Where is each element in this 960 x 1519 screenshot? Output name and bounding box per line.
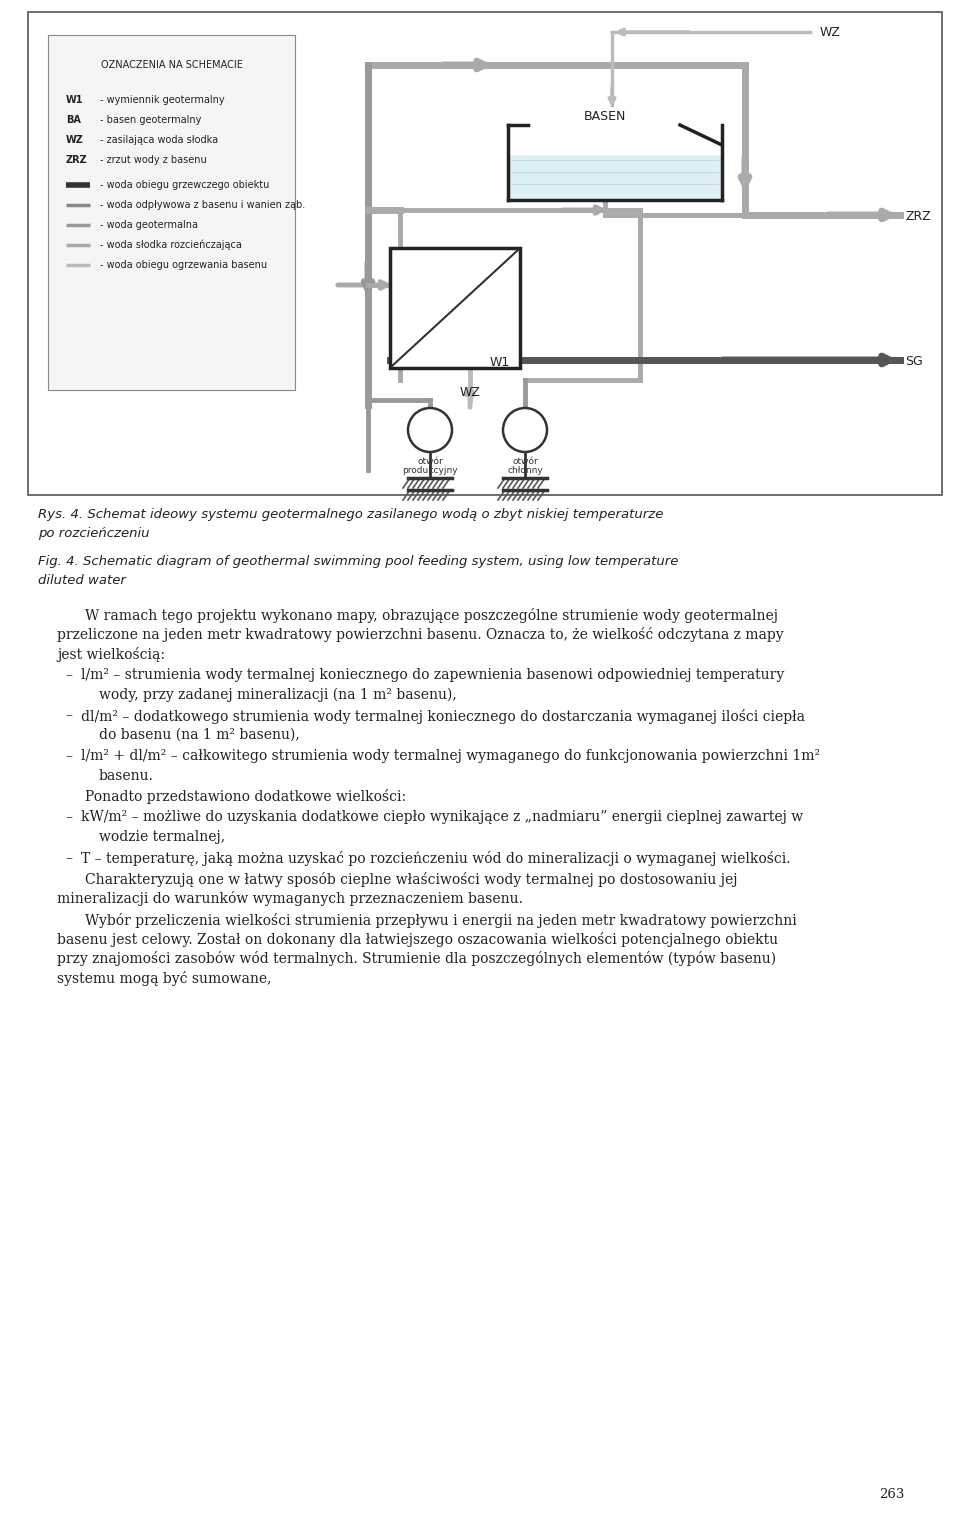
Text: W1: W1 xyxy=(490,355,510,369)
Text: OZNACZENIA NA SCHEMACIE: OZNACZENIA NA SCHEMACIE xyxy=(101,59,243,70)
Text: - zasilająca woda słodka: - zasilająca woda słodka xyxy=(100,135,218,144)
Text: otwór: otwór xyxy=(512,457,538,466)
Text: l/m² – strumienia wody termalnej koniecznego do zapewnienia basenowi odpowiednie: l/m² – strumienia wody termalnej koniecz… xyxy=(81,668,784,682)
Text: dl/m² – dodatkowego strumienia wody termalnej koniecznego do dostarczania wymaga: dl/m² – dodatkowego strumienia wody term… xyxy=(81,708,805,723)
Text: produkcyjny: produkcyjny xyxy=(402,466,458,475)
Text: wodzie termalnej,: wodzie termalnej, xyxy=(99,829,226,845)
Text: po rozcieńczeniu: po rozcieńczeniu xyxy=(38,527,150,539)
Text: –: – xyxy=(65,708,72,723)
Text: wody, przy zadanej mineralizacji (na 1 m² basenu),: wody, przy zadanej mineralizacji (na 1 m… xyxy=(99,688,457,702)
Text: ZRZ: ZRZ xyxy=(905,210,931,223)
Text: 263: 263 xyxy=(879,1489,905,1501)
Bar xyxy=(28,12,942,495)
Text: WZ: WZ xyxy=(460,386,480,399)
Text: chłonny: chłonny xyxy=(507,466,542,475)
Text: Ponadto przedstawiono dodatkowe wielkości:: Ponadto przedstawiono dodatkowe wielkośc… xyxy=(85,790,406,805)
Text: przy znajomości zasobów wód termalnych. Strumienie dla poszczególnych elementów : przy znajomości zasobów wód termalnych. … xyxy=(57,951,776,966)
Text: WZ: WZ xyxy=(66,135,84,144)
Text: –: – xyxy=(65,811,72,825)
Text: - woda obiegu grzewczego obiektu: - woda obiegu grzewczego obiektu xyxy=(100,179,270,190)
Text: otwór: otwór xyxy=(418,457,443,466)
Text: BA: BA xyxy=(66,115,81,125)
Text: W1: W1 xyxy=(66,96,84,105)
Text: systemu mogą być sumowane,: systemu mogą być sumowane, xyxy=(57,971,272,986)
Text: –: – xyxy=(65,749,72,763)
Text: Charakteryzują one w łatwy sposób cieplne właściwości wody termalnej po dostosow: Charakteryzują one w łatwy sposób ciepln… xyxy=(85,872,737,887)
Text: W ramach tego projektu wykonano mapy, obrazujące poszczególne strumienie wody ge: W ramach tego projektu wykonano mapy, ob… xyxy=(85,608,778,623)
Circle shape xyxy=(503,409,547,453)
Text: basenu.: basenu. xyxy=(99,769,154,782)
Circle shape xyxy=(408,409,452,453)
Text: Rys. 4. Schemat ideowy systemu geotermalnego zasilanego wodą o zbyt niskiej temp: Rys. 4. Schemat ideowy systemu geotermal… xyxy=(38,507,663,521)
Bar xyxy=(48,35,295,390)
Text: –: – xyxy=(65,668,72,682)
Text: T – temperaturę, jaką można uzyskać po rozcieńczeniu wód do mineralizacji o wyma: T – temperaturę, jaką można uzyskać po r… xyxy=(81,851,790,866)
Text: –: – xyxy=(65,851,72,864)
Text: WZ: WZ xyxy=(820,26,841,39)
Text: ZRZ: ZRZ xyxy=(66,155,87,166)
Text: Fig. 4. Schematic diagram of geothermal swimming pool feeding system, using low : Fig. 4. Schematic diagram of geothermal … xyxy=(38,554,679,568)
Text: - woda odpływowa z basenu i wanien ząb.: - woda odpływowa z basenu i wanien ząb. xyxy=(100,201,305,210)
Bar xyxy=(390,248,520,368)
Text: - basen geotermalny: - basen geotermalny xyxy=(100,115,202,125)
Text: basenu jest celowy. Został on dokonany dla łatwiejszego oszacowania wielkości po: basenu jest celowy. Został on dokonany d… xyxy=(57,933,779,946)
Text: - woda geotermalna: - woda geotermalna xyxy=(100,220,198,229)
Polygon shape xyxy=(509,155,721,199)
Text: SG: SG xyxy=(905,355,923,368)
Text: - wymiennik geotermalny: - wymiennik geotermalny xyxy=(100,96,225,105)
Text: l/m² + dl/m² – całkowitego strumienia wody termalnej wymaganego do funkcjonowani: l/m² + dl/m² – całkowitego strumienia wo… xyxy=(81,749,820,763)
Text: - woda obiegu ogrzewania basenu: - woda obiegu ogrzewania basenu xyxy=(100,260,267,270)
Text: przeliczone na jeden metr kwadratowy powierzchni basenu. Oznacza to, że wielkość: przeliczone na jeden metr kwadratowy pow… xyxy=(57,627,783,643)
Text: kW/m² – możliwe do uzyskania dodatkowe ciepło wynikające z „nadmiaru” energii ci: kW/m² – możliwe do uzyskania dodatkowe c… xyxy=(81,811,804,825)
Text: - woda słodka rozcieńczająca: - woda słodka rozcieńczająca xyxy=(100,240,242,251)
Text: BASEN: BASEN xyxy=(584,109,626,123)
Text: do basenu (na 1 m² basenu),: do basenu (na 1 m² basenu), xyxy=(99,728,300,741)
Text: mineralizacji do warunków wymaganych przeznaczeniem basenu.: mineralizacji do warunków wymaganych prz… xyxy=(57,892,523,907)
Text: Wybór przeliczenia wielkości strumienia przepływu i energii na jeden metr kwadra: Wybór przeliczenia wielkości strumienia … xyxy=(85,913,797,928)
Text: - zrzut wody z basenu: - zrzut wody z basenu xyxy=(100,155,206,166)
Text: diluted water: diluted water xyxy=(38,574,126,586)
Text: jest wielkością:: jest wielkością: xyxy=(57,647,165,662)
